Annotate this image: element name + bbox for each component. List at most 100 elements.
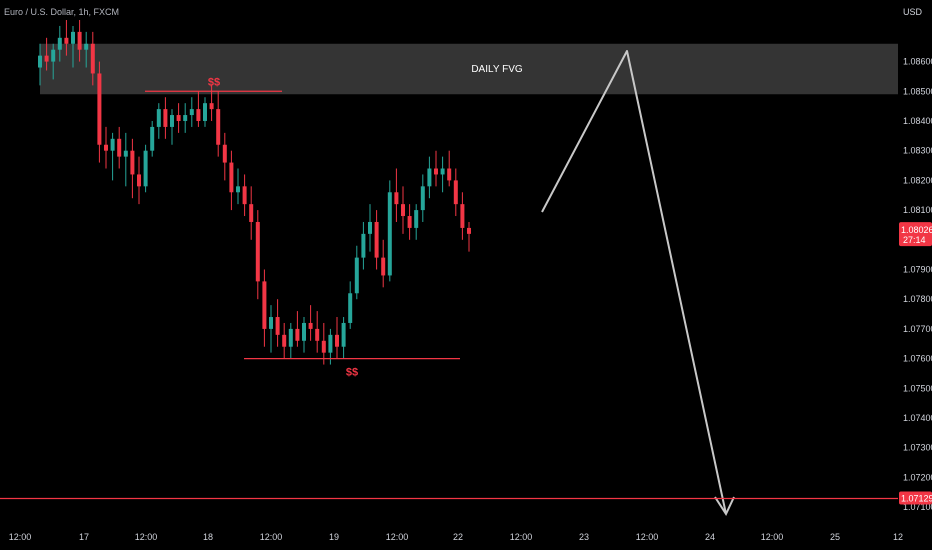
symbol-header: Euro / U.S. Dollar, 1h, FXCM (4, 7, 119, 17)
daily-fvg-box[interactable] (40, 43, 898, 95)
price-tick-label: 1.08200 (903, 175, 932, 185)
candle-body (295, 328, 300, 341)
candle-body (262, 281, 267, 329)
candle-body (189, 109, 194, 116)
candle-body (308, 322, 313, 329)
price-tick-label: 1.07200 (903, 472, 932, 482)
candle-body (38, 55, 42, 68)
candle-body (123, 150, 128, 157)
target-price-tag-background (899, 491, 932, 505)
price-axis[interactable]: USD 1.08600 1.08500 1.08400 1.08300 1.08200 1… (903, 7, 932, 512)
time-axis[interactable]: 12:00 17 12:00 18 12:00 19 12:00 22 12:00 23 12:00… (9, 532, 903, 542)
candle-body (143, 150, 148, 187)
time-tick-label: 23 (579, 532, 589, 542)
candle-body (71, 31, 75, 44)
candles-layer (38, 20, 471, 365)
time-tick-label: 22 (453, 532, 463, 542)
candle-body (64, 37, 69, 44)
time-tick-label: 19 (329, 532, 339, 542)
candle-body (196, 109, 201, 121)
candle-body (236, 186, 240, 193)
candle-body (328, 334, 333, 353)
time-tick-label: 12:00 (386, 532, 409, 542)
time-tick-label: 12:00 (260, 532, 283, 542)
last-price-value: 1.08026 (901, 225, 932, 235)
candle-body (282, 334, 287, 347)
price-tick-label: 1.07500 (903, 383, 932, 393)
last-price-tag: 1.08026 27:14 (899, 222, 932, 247)
candle-body (51, 49, 56, 62)
candle-body (321, 340, 326, 353)
candle-body (453, 180, 458, 205)
target-price-tag: 1.07129 (899, 491, 932, 505)
candle-body (209, 103, 214, 110)
candle-body (104, 144, 108, 151)
price-tick-label: 1.08600 (903, 57, 932, 67)
candle-body (97, 73, 102, 145)
time-tick-label: 24 (705, 532, 715, 542)
candle-body (255, 221, 260, 282)
candle-body (44, 55, 49, 62)
candle-body (348, 293, 353, 323)
candle-body (176, 115, 181, 121)
candle-body (381, 257, 386, 276)
price-tick-label: 1.07300 (903, 443, 932, 453)
candle-body (394, 192, 399, 205)
candle-body (361, 233, 366, 258)
candle-body (401, 204, 405, 217)
candle-body (183, 115, 188, 121)
liquidity-high-annotation[interactable]: $$ (145, 76, 282, 92)
time-tick-label: 12:00 (761, 532, 784, 542)
price-tick-label: 1.07800 (903, 294, 932, 304)
candle-body (137, 174, 141, 187)
candle-body (216, 109, 221, 145)
price-tick-label: 1.08400 (903, 116, 932, 126)
price-tick-label: 1.07400 (903, 413, 932, 423)
bar-countdown: 27:14 (903, 235, 926, 245)
daily-fvg-zone[interactable]: DAILY FVG (40, 43, 898, 95)
candle-body (130, 150, 135, 175)
time-tick-label: 25 (830, 532, 840, 542)
time-tick-label: 17 (79, 532, 89, 542)
liquidity-low-label: $$ (346, 367, 358, 379)
candle-body (335, 334, 339, 347)
candle-body (420, 186, 425, 211)
candle-body (170, 115, 174, 127)
candle-body (222, 144, 227, 163)
candle-body (414, 210, 419, 228)
candle-body (110, 138, 115, 151)
time-tick-label: 12:00 (135, 532, 158, 542)
time-tick-label: 12:00 (510, 532, 533, 542)
time-tick-label: 12 (893, 532, 903, 542)
price-tick-label: 1.08300 (903, 146, 932, 156)
daily-fvg-label: DAILY FVG (471, 64, 523, 75)
candle-body (57, 37, 62, 50)
candle-body (341, 322, 346, 347)
liquidity-low-annotation[interactable]: $$ (244, 358, 460, 379)
candle-body (368, 221, 372, 234)
candle-body (288, 328, 293, 347)
candle-body (440, 168, 445, 175)
candle-body (203, 103, 207, 121)
time-tick-label: 12:00 (9, 532, 32, 542)
candle-body (77, 31, 82, 50)
price-projection-path[interactable] (541, 50, 727, 515)
candle-body (354, 257, 359, 294)
candle-body (275, 317, 280, 335)
candle-body (269, 317, 273, 329)
price-tick-label: 1.07600 (903, 354, 932, 364)
projection-arrowhead-icon (714, 496, 735, 517)
candle-body (249, 204, 254, 222)
price-tick-label: 1.07700 (903, 324, 932, 334)
time-tick-label: 18 (203, 532, 213, 542)
candle-body (163, 109, 168, 127)
target-price-value: 1.07129 (901, 494, 932, 504)
candle-body (156, 109, 161, 127)
price-tick-label: 1.07100 (903, 502, 932, 512)
candle-body (242, 186, 247, 205)
candle-body (467, 227, 471, 234)
candle-body (117, 138, 122, 157)
candle-body (374, 221, 379, 258)
candle-body (427, 168, 432, 187)
